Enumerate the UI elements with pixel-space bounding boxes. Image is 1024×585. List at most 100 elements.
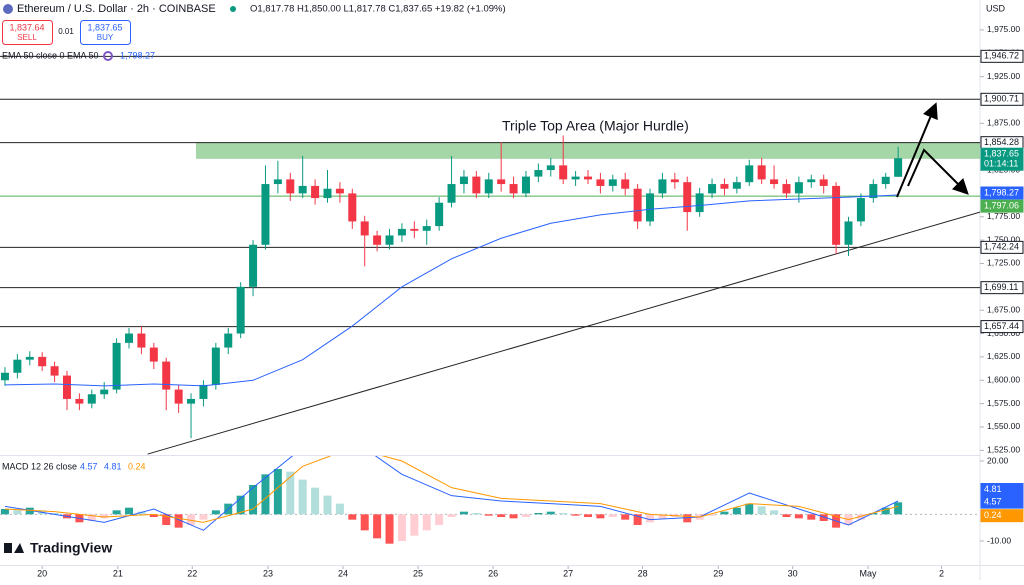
candle-body [472,176,481,194]
macd-histogram-bar [782,514,791,517]
ema-line [4,194,899,387]
buy-label: BUY [97,33,114,42]
candle-body [745,165,754,183]
candle-body [236,286,245,334]
y-tick-label: 1,675.00 [987,304,1020,314]
candle-body [13,359,22,373]
candle-body [608,179,617,186]
macd-histogram-bar [869,513,878,515]
macd-histogram-bar [472,513,481,515]
macd-histogram-bar [770,510,779,515]
candle-body [484,179,493,194]
candle-body [62,375,71,399]
macd-histogram-bar [286,471,295,515]
candle-body [385,235,394,245]
price-tag-label: 1,900.71 [984,94,1019,104]
candle-body [323,188,332,199]
macd-histogram-bar [757,506,766,515]
logo-mark [14,543,24,553]
price-tag [980,147,1024,171]
macd-histogram-bar [521,514,530,517]
candle-body [757,165,766,180]
macd-histogram-bar [137,511,146,515]
annotation: Triple Top Area (Major Hurdle) [502,118,689,134]
macd-title: MACD 12 26 close [2,461,77,471]
candle-body [373,235,382,245]
macd-histogram-bar [856,514,865,520]
macd-histogram-bar [422,514,431,531]
macd-histogram-bar [584,514,592,517]
y-tick-label: -10.00 [987,535,1011,545]
y-tick-label: 1,875.00 [987,118,1020,128]
macd-histogram-bar [497,514,506,517]
macd-histogram-bar [459,511,468,515]
candle-body [410,228,419,231]
buy-button[interactable] [80,20,131,45]
candle-body [881,176,890,185]
macd-line [4,456,899,531]
price-tag [980,240,1024,254]
candle-body [584,176,592,180]
x-tick-label: 30 [788,568,798,578]
macd-legend-value: 4.57 [80,461,98,471]
y-tick-label: 1,975.00 [987,24,1020,34]
candle-body [459,176,468,185]
x-tick-label: 24 [338,568,348,578]
y-tick-label: 1,725.00 [987,258,1020,268]
price-tag [980,199,1024,213]
candle-body [422,226,431,231]
macd-histogram-bar [410,514,419,536]
candle-body [732,182,741,189]
candle-body [856,198,865,222]
macd-histogram-bar [87,514,96,521]
macd-histogram-bar [187,514,196,525]
logo: TradingView [4,540,112,556]
macd-histogram-bar [100,514,109,519]
arrow-reject [907,148,969,195]
candle-body [311,185,320,199]
price-tag-label: 0.24 [984,510,1002,520]
macd-histogram-bar [311,487,320,515]
price-tag-label: 1,657.44 [984,321,1019,331]
macd-histogram-bar [720,511,729,515]
macd-histogram-bar [373,514,382,539]
price-tag [980,320,1024,334]
candle-body [509,184,518,194]
candle-body [360,221,369,236]
price-tag-label: 4.57 [984,497,1002,507]
macd-histogram-bar [273,469,282,515]
macd-histogram-bar [13,510,22,515]
macd-histogram-bar [819,514,828,521]
x-tick-label: 29 [713,568,723,578]
buy-price: 1,837.65 [87,22,122,32]
candle-body [298,185,307,194]
macd-histogram-bar [199,514,208,520]
macd-histogram-bar [509,514,518,519]
x-tick-label: 28 [638,568,648,578]
candle-body [658,179,667,194]
macd-histogram-bar [298,479,307,515]
trend-line [147,211,980,455]
macd-histogram-bar [646,514,655,523]
sell-button[interactable] [2,20,53,45]
candle-body [149,347,158,362]
candle-body [534,170,543,177]
candle-body [273,179,282,185]
sell-label: SELL [17,33,37,42]
macd-histogram-bar [261,474,270,515]
ema-icon [103,51,113,61]
candle-body [497,179,506,185]
candle-body [335,188,344,194]
candle-body [249,244,258,287]
macd-histogram-bar [745,503,754,515]
candle-body [125,333,134,343]
macd-histogram-bar [484,514,493,516]
candle-body [348,193,357,222]
y-tick-label: 1,925.00 [987,71,1020,81]
macd-legend-value: 4.81 [104,461,122,471]
macd-histogram-bar [881,507,890,515]
candle-body [87,394,96,404]
candle-body [794,182,803,194]
x-tick-label: 2 [939,568,944,578]
price-tag [980,92,1024,106]
